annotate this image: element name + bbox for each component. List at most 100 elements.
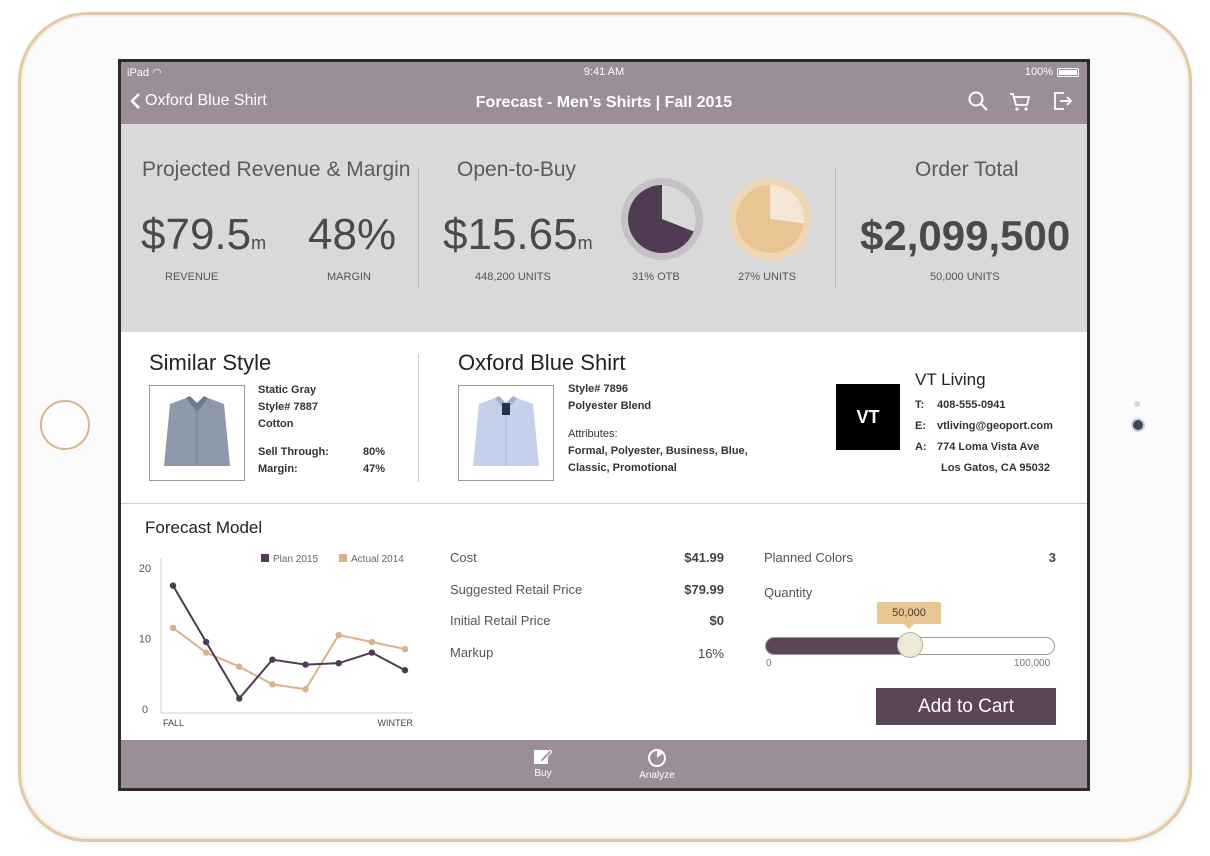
app-screen: iPad ◠ 9:41 AM 100% Oxford Blue Shirt Fo… [118, 59, 1090, 791]
legend-swatch [261, 554, 269, 562]
attributes-label: Attributes: [568, 428, 618, 440]
tab-analyze-label: Analyze [639, 770, 675, 781]
otb-number: $15.65 [443, 210, 578, 259]
forecast-chart: Plan 2015 Actual 2014 20 10 0 FALL WINTER [139, 554, 413, 728]
otb-unit: m [577, 233, 593, 253]
quantity-slider-handle[interactable] [897, 632, 923, 658]
product-details: Style# 7896 Polyester Blend [568, 381, 651, 415]
otb-pie [621, 178, 703, 260]
legend-swatch [339, 554, 347, 562]
logout-icon[interactable] [1051, 90, 1073, 112]
shirt-icon [473, 396, 539, 466]
data-point [202, 649, 210, 656]
product-image[interactable] [458, 385, 554, 481]
order-caption: 50,000 UNITS [930, 271, 1000, 283]
email-value[interactable]: vtliving@geoport.com [937, 420, 1053, 432]
revenue-caption: REVENUE [165, 271, 219, 283]
revenue-title: Projected Revenue & Margin [142, 158, 411, 181]
divider [418, 169, 419, 287]
forecast-title: Forecast Model [145, 518, 263, 537]
data-point [169, 582, 177, 589]
similar-style-fabric: Cotton [258, 418, 294, 430]
similar-style-image[interactable] [149, 385, 245, 481]
chart-legend: Plan 2015 Actual 2014 [261, 554, 404, 565]
back-button[interactable]: Oxford Blue Shirt [129, 92, 267, 110]
chevron-left-icon [130, 93, 140, 109]
data-point [236, 663, 243, 670]
tab-buy-label: Buy [534, 768, 552, 779]
divider [418, 354, 419, 482]
device-name: iPad [127, 67, 150, 79]
similar-style-title: Similar Style [149, 350, 272, 375]
sell-through-label: Sell Through: [258, 446, 329, 458]
data-point [368, 649, 376, 656]
otb-pie-caption: 31% OTB [632, 271, 680, 283]
sensor [1134, 401, 1140, 407]
order-title: Order Total [915, 158, 1019, 181]
address-key: A: [915, 441, 927, 453]
margin-value: 48% [308, 210, 397, 259]
markup-value: 16% [697, 646, 724, 661]
phone-key: T: [915, 399, 925, 411]
margin-caption: MARGIN [327, 271, 371, 283]
vendor-name: VT Living [915, 370, 986, 389]
x-tick-label: WINTER [378, 718, 414, 728]
order-total-value: $2,099,500 [860, 212, 1071, 259]
search-icon[interactable] [967, 90, 989, 112]
y-tick-label: 10 [139, 634, 151, 646]
home-button[interactable] [40, 400, 90, 450]
page-title: Forecast - Men’s Shirts | Fall 2015 [475, 94, 733, 111]
quantity-max: 100,000 [1014, 658, 1051, 669]
data-point [302, 686, 309, 693]
edit-icon [534, 749, 553, 764]
data-point [368, 638, 376, 646]
data-point [169, 624, 177, 632]
data-point [269, 681, 276, 688]
cart-icon[interactable] [1009, 90, 1031, 112]
battery-icon [1057, 67, 1079, 77]
data-point [302, 661, 309, 668]
legend-label: Actual 2014 [351, 554, 404, 565]
address-line: 774 Loma Vista Ave [937, 441, 1040, 453]
quantity-min: 0 [766, 658, 772, 669]
irp-value[interactable]: $0 [709, 613, 724, 628]
back-label: Oxford Blue Shirt [145, 92, 267, 109]
attributes-line: Formal, Polyester, Business, Blue, [568, 445, 748, 457]
data-point [401, 667, 409, 674]
phone-value[interactable]: 408-555-0941 [937, 399, 1006, 411]
planned-colors-value[interactable]: 3 [1048, 550, 1056, 565]
srp-value: $79.99 [684, 582, 724, 597]
markup-label: Markup [450, 645, 494, 660]
similar-style-number: Style# 7887 [258, 401, 318, 413]
attributes-line: Classic, Promotional [568, 462, 677, 474]
product-title: Oxford Blue Shirt [458, 350, 626, 375]
data-point [202, 638, 210, 646]
forecast-panel: Forecast Model Plan 2015 Actual 2014 20 10… [121, 504, 1087, 740]
quantity-label: Quantity [764, 585, 813, 600]
tab-buy[interactable]: Buy [525, 748, 561, 779]
wifi-icon: ◠ [152, 67, 162, 79]
data-point [269, 656, 276, 663]
similar-margin-value: 47% [363, 463, 386, 475]
planned-colors-label: Planned Colors [764, 550, 853, 565]
similar-style-name: Static Gray [258, 384, 317, 396]
product-style-number: Style# 7896 [568, 383, 628, 395]
x-axis: FALL WINTER [163, 718, 413, 728]
revenue-number: $79.5 [141, 210, 252, 259]
bottom-tab-bar: Buy Analyze [121, 740, 1087, 788]
add-to-cart-button[interactable]: Add to Cart [876, 688, 1056, 725]
tab-analyze[interactable]: Analyze [633, 748, 681, 781]
units-pie-slice [770, 185, 804, 224]
data-point [335, 631, 342, 639]
data-point [236, 695, 243, 702]
vendor-email: E: vtliving@geoport.com [915, 420, 1053, 432]
shirt-icon [164, 396, 230, 466]
email-key: E: [915, 420, 926, 432]
status-left: iPad ◠ [127, 66, 162, 79]
address-line-2: Los Gatos, CA 95032 [941, 462, 1051, 474]
sell-through-value: 80% [363, 446, 386, 458]
quantity-slider-fill [766, 638, 911, 654]
srp-label: Suggested Retail Price [450, 582, 583, 597]
data-point [335, 659, 342, 667]
data-point [401, 645, 409, 653]
